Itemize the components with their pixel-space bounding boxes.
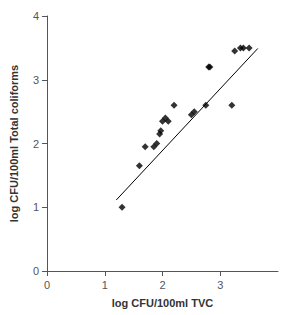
svg-text:2: 2 bbox=[33, 138, 39, 150]
svg-text:0: 0 bbox=[33, 265, 39, 277]
svg-text:3: 3 bbox=[217, 279, 223, 291]
svg-text:1: 1 bbox=[102, 279, 108, 291]
svg-text:1: 1 bbox=[33, 201, 39, 213]
svg-text:2: 2 bbox=[159, 279, 165, 291]
svg-text:3: 3 bbox=[33, 74, 39, 86]
svg-text:4: 4 bbox=[33, 10, 39, 22]
svg-text:log CFU/100ml Total coliforms: log CFU/100ml Total coliforms bbox=[8, 65, 20, 223]
svg-text:0: 0 bbox=[44, 279, 50, 291]
svg-text:log CFU/100ml TVC: log CFU/100ml TVC bbox=[112, 297, 214, 309]
